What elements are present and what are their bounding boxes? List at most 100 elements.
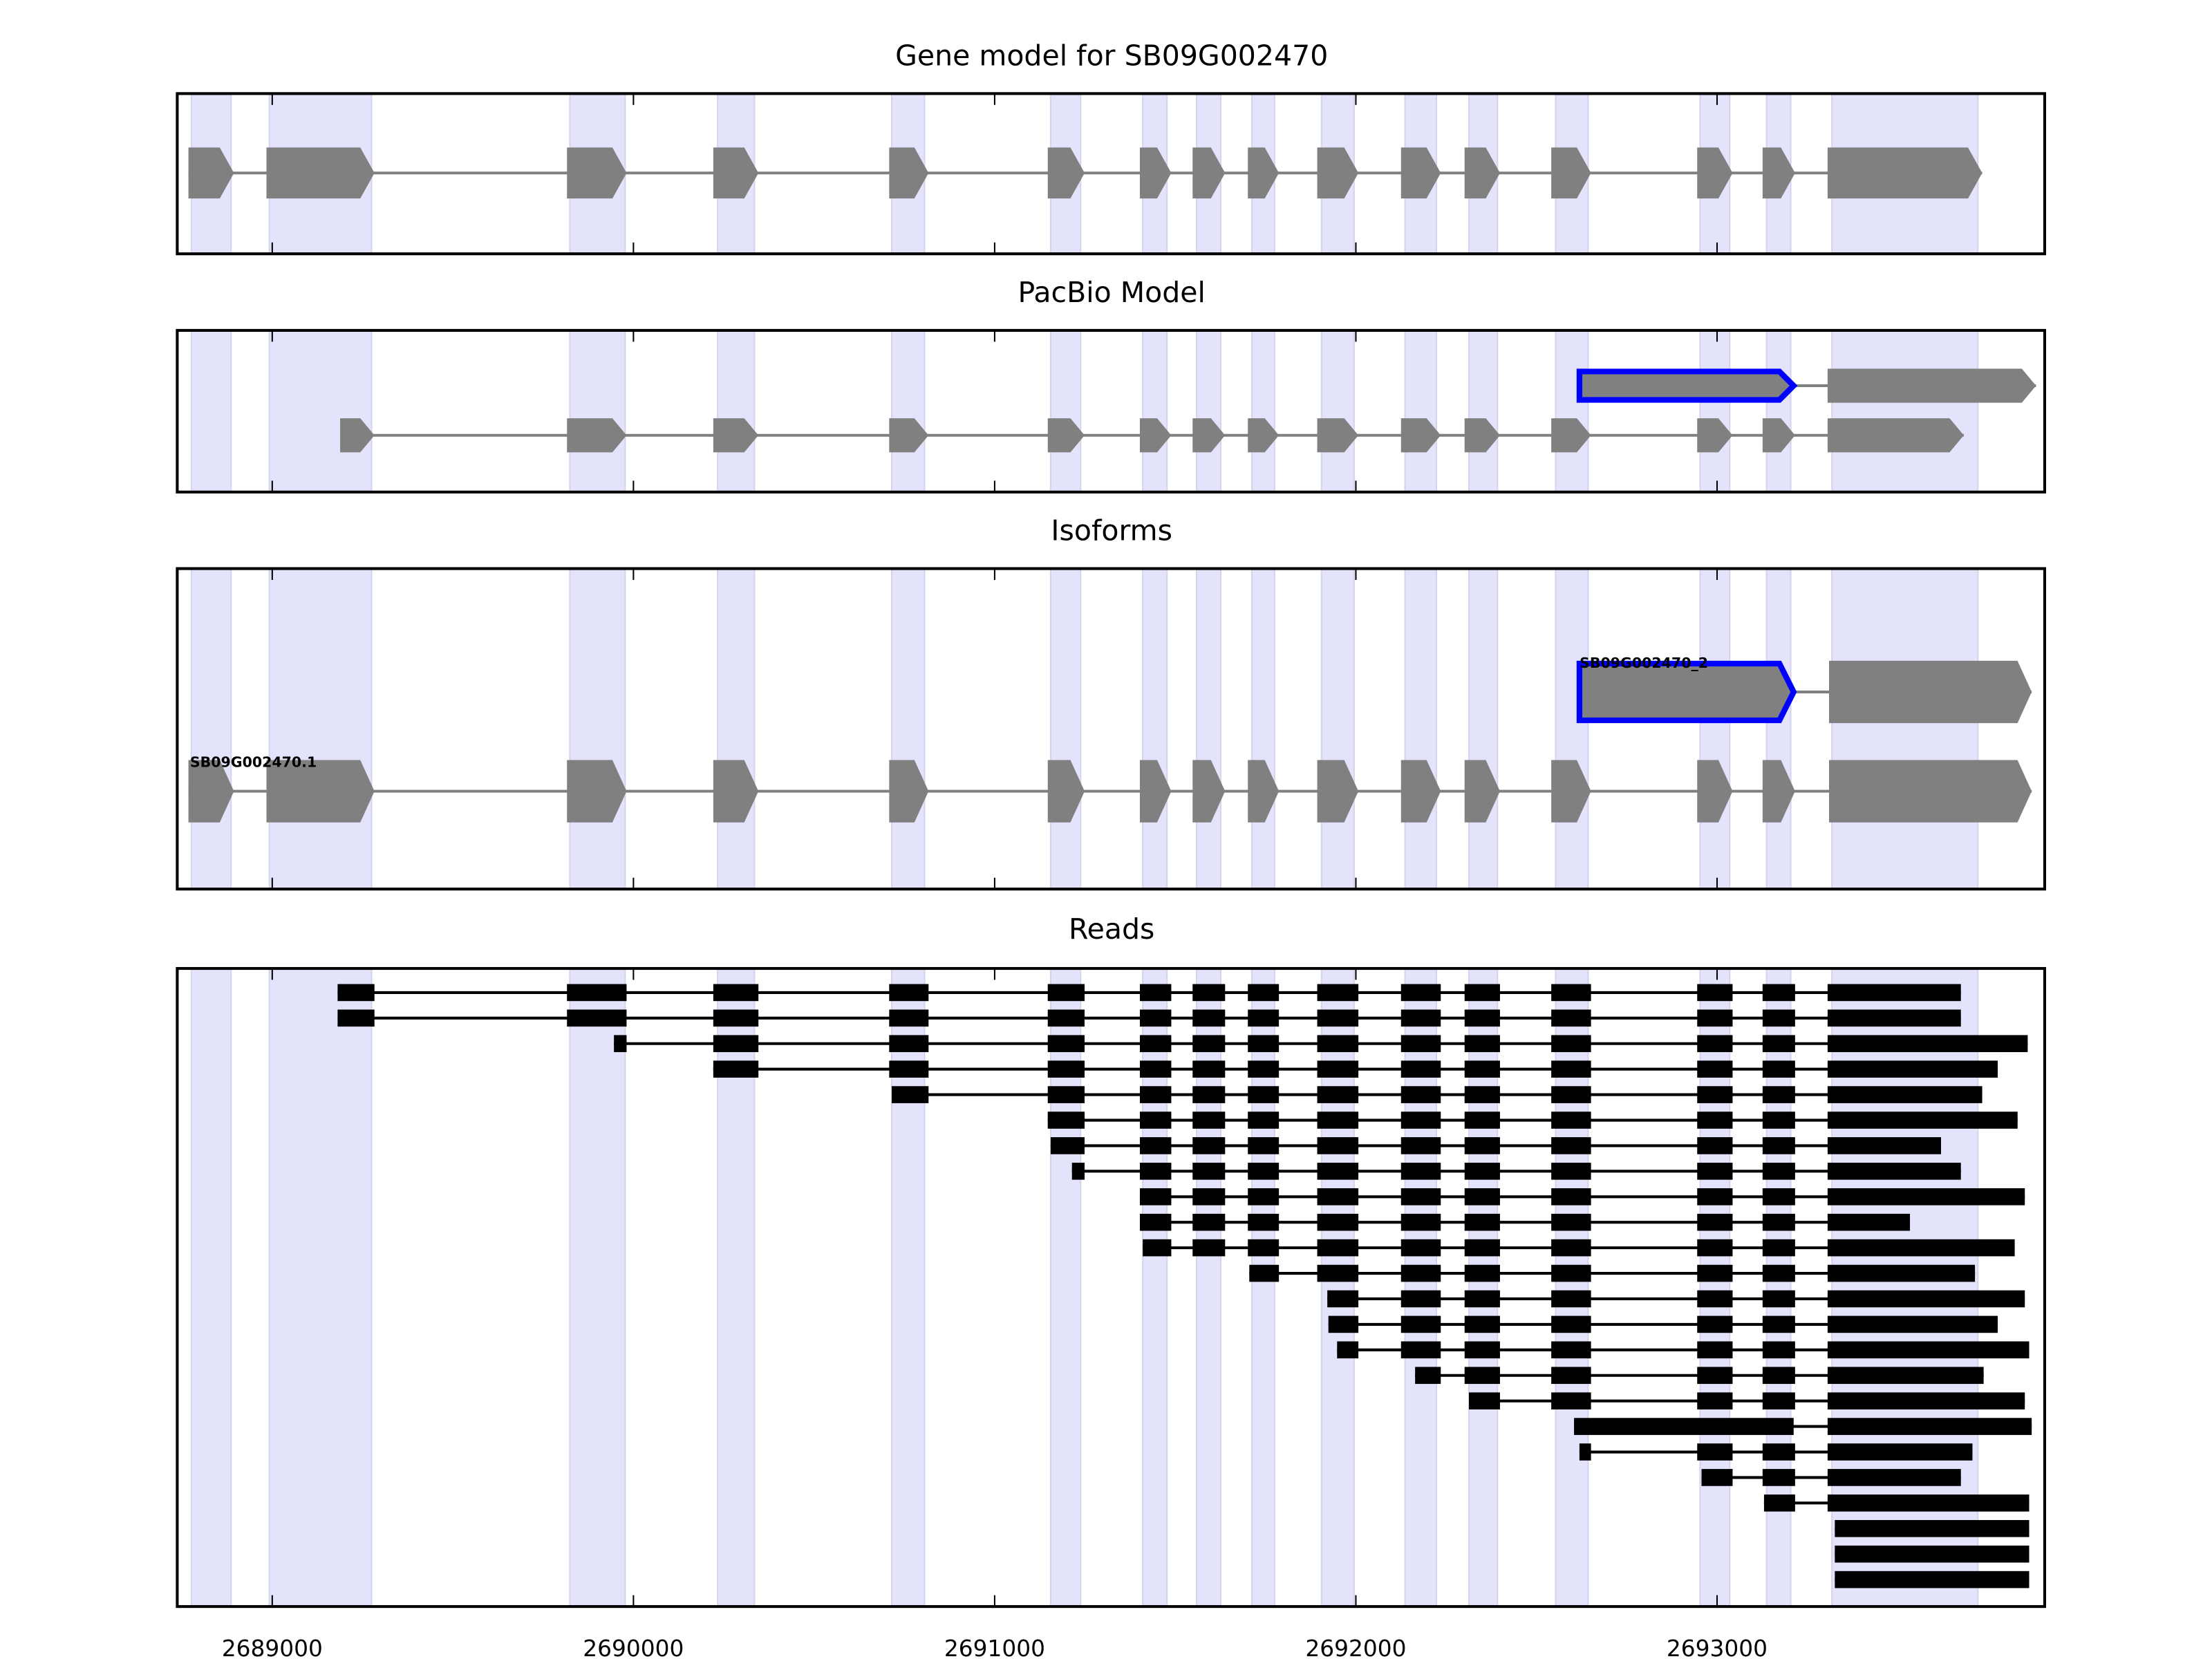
exon: [889, 147, 929, 199]
exon: [889, 418, 929, 453]
read-block: [1464, 1112, 1500, 1129]
exon: [1317, 760, 1359, 823]
shaded-exon-region: [717, 568, 756, 890]
read-block: [889, 1035, 929, 1053]
exon: [1139, 418, 1172, 453]
read-block: [1139, 1060, 1172, 1078]
axes-frames: [176, 92, 2046, 1609]
isoform-label-2: SB09G002470_2: [1580, 655, 1708, 671]
shaded-exon-region: [1049, 568, 1082, 890]
read-block: [1050, 1137, 1085, 1154]
read-block: [1400, 984, 1441, 1002]
read-block: [1827, 1290, 2025, 1308]
shaded-exon-region: [569, 568, 626, 890]
read-block: [1464, 1060, 1500, 1078]
read-block: [1317, 1060, 1359, 1078]
read-block: [1469, 1392, 1500, 1409]
read-block: [1551, 1137, 1591, 1154]
read-block: [1697, 1086, 1733, 1103]
read-block: [1827, 1239, 2015, 1257]
shaded-exon-region: [717, 329, 756, 493]
read-block: [1697, 1137, 1733, 1154]
read-block: [1762, 1341, 1795, 1359]
read-block: [1139, 1137, 1172, 1154]
read-block: [1317, 1112, 1359, 1129]
read-block: [1464, 1264, 1500, 1282]
shaded-exon-region: [190, 329, 232, 493]
exon: [188, 147, 234, 199]
read-block: [1835, 1545, 2030, 1563]
exon: [1248, 418, 1280, 453]
shaded-exon-region: [1831, 329, 1979, 493]
read-block: [1827, 1086, 1983, 1103]
read-block: [1317, 984, 1359, 1002]
read-block: [1464, 1137, 1500, 1154]
read-block: [1697, 1035, 1733, 1053]
read-block: [1697, 1060, 1733, 1078]
shaded-exon-region: [268, 329, 373, 493]
read-block: [1192, 1163, 1226, 1180]
read-block: [1762, 1009, 1795, 1027]
read-block: [1551, 1341, 1591, 1359]
panel-frame: [176, 966, 2046, 1609]
read-block: [1400, 1315, 1441, 1333]
read-block: [1697, 1367, 1733, 1385]
read-block: [1697, 984, 1733, 1002]
read-block: [1697, 1443, 1733, 1461]
read-block: [1762, 1443, 1795, 1461]
read-block: [1827, 1060, 1998, 1078]
read-block: [1697, 1392, 1733, 1409]
read-block: [1400, 1035, 1441, 1053]
exon: [1551, 147, 1591, 199]
shaded-exon-region: [569, 967, 626, 1608]
read-block: [1415, 1367, 1441, 1385]
read-block: [1697, 1112, 1733, 1129]
read-block: [1827, 1443, 1973, 1461]
read-block: [1139, 1163, 1172, 1180]
read-block: [1835, 1519, 2030, 1537]
read-block: [1697, 1009, 1733, 1027]
read-block: [1697, 1188, 1733, 1206]
exon: [1697, 147, 1733, 199]
read-block: [1551, 1264, 1591, 1282]
read-block: [1762, 1264, 1795, 1282]
highlighted-exon: [1576, 660, 1797, 724]
read-block: [1139, 1112, 1172, 1129]
exon: [1762, 418, 1795, 453]
highlighted-exon: [1576, 368, 1798, 403]
exon: [1192, 760, 1226, 823]
exon: [1248, 147, 1280, 199]
read-block: [1551, 1060, 1591, 1078]
read-block: [1400, 1213, 1441, 1231]
exon: [1827, 418, 1964, 453]
read-block: [1400, 1341, 1441, 1359]
read-block: [1192, 1112, 1226, 1129]
read-block: [1047, 1009, 1085, 1027]
read-block: [1248, 984, 1280, 1002]
read-block: [1827, 1035, 2028, 1053]
read-block: [1400, 1137, 1441, 1154]
exon: [1464, 418, 1500, 453]
read-block: [1248, 1213, 1280, 1231]
read-block: [1762, 1060, 1795, 1078]
read-block: [1551, 1009, 1591, 1027]
shaded-exon-region: [1831, 568, 1979, 890]
read-block: [1762, 1290, 1795, 1308]
shaded-exon-region: [190, 568, 232, 890]
read-block: [1317, 1086, 1359, 1103]
shaded-exon-region: [1320, 568, 1355, 890]
read-block: [614, 1035, 627, 1053]
exon: [1317, 418, 1359, 453]
read-block: [1827, 1188, 2025, 1206]
read-block: [1139, 1009, 1172, 1027]
exon: [713, 147, 759, 199]
read-block: [1248, 1239, 1280, 1257]
shaded-exon-region: [268, 967, 373, 1608]
exon: [1400, 418, 1441, 453]
read-block: [1697, 1290, 1733, 1308]
exon: [1697, 760, 1733, 823]
read-block: [1551, 1239, 1591, 1257]
exon: [1400, 147, 1441, 199]
exon: [889, 760, 929, 823]
read-block: [713, 984, 759, 1002]
